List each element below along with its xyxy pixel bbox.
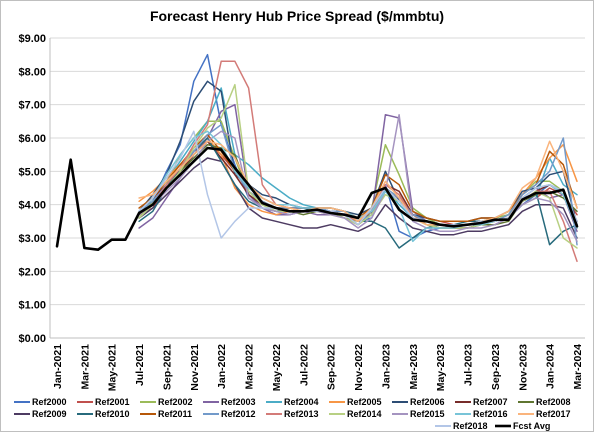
legend-label: Ref2015 — [410, 409, 445, 419]
y-tick-label: $5.00 — [18, 166, 46, 178]
x-tick-label: Mar-2021 — [79, 344, 91, 390]
x-tick-label: Mar-2024 — [572, 344, 584, 390]
x-tick-label: Mar-2022 — [244, 344, 256, 390]
legend-label: Ref2011 — [158, 409, 192, 419]
series-line-ref2009 — [138, 157, 578, 239]
legend-label: Ref2006 — [410, 397, 445, 407]
y-axis-tick-labels: $0.00 $1.00 $2.00 $3.00 $4.00 $5.00 $6.00 $7.00… — [18, 33, 46, 345]
x-axis-tick-labels: Jan-2021 Mar-2021 May-2021 Jul-2021 Sep-2021… — [52, 344, 584, 391]
axes — [49, 38, 585, 339]
x-tick-label: Mar-2023 — [408, 344, 420, 390]
legend-label: Ref2007 — [473, 397, 508, 407]
x-tick-label: Sep-2023 — [490, 344, 502, 390]
x-tick-label: Nov-2023 — [517, 344, 529, 391]
x-tick-label: Jan-2024 — [545, 344, 557, 389]
x-tick-label: Nov-2022 — [353, 344, 365, 391]
y-tick-label: $9.00 — [18, 33, 46, 45]
x-tick-label: Sep-2022 — [326, 344, 338, 390]
series-line-fcst-avg — [55, 146, 579, 251]
x-tick-label: Jan-2021 — [52, 344, 64, 389]
series-line-ref2006 — [138, 80, 578, 226]
y-tick-label: $2.00 — [18, 266, 46, 278]
legend-label: Ref2016 — [473, 409, 508, 419]
legend-label: Ref2003 — [221, 397, 256, 407]
y-tick-label: $3.00 — [18, 233, 46, 245]
legend-label: Ref2000 — [32, 397, 67, 407]
legend-label: Ref2004 — [284, 397, 319, 407]
legend-label: Ref2009 — [32, 409, 67, 419]
x-tick-label: Nov-2021 — [189, 344, 201, 391]
y-tick-label: $7.00 — [18, 100, 46, 112]
legend-label: Ref2012 — [221, 409, 256, 419]
legend-label: Fcst Avg — [513, 421, 550, 431]
legend-label: Ref2002 — [158, 397, 193, 407]
y-tick-label: $6.00 — [18, 133, 46, 145]
x-tick-label: Jan-2023 — [380, 344, 392, 389]
x-tick-label: Jul-2021 — [134, 344, 146, 386]
x-tick-label: May-2021 — [107, 344, 119, 391]
legend-label: Ref2001 — [95, 397, 130, 407]
legend-label: Ref2017 — [536, 409, 571, 419]
x-tick-label: Jul-2023 — [463, 344, 475, 386]
x-tick-label: Jul-2022 — [298, 344, 310, 386]
x-tick-label: Jan-2022 — [216, 344, 228, 389]
legend-label: Ref2005 — [347, 397, 382, 407]
x-tick-label: Sep-2021 — [161, 344, 173, 390]
legend-label: Ref2018 — [453, 421, 488, 431]
y-tick-label: $0.00 — [18, 333, 46, 345]
y-tick-label: $8.00 — [18, 66, 46, 78]
legend-label: Ref2010 — [95, 409, 130, 419]
legend-label: Ref2008 — [536, 397, 571, 407]
x-tick-label: May-2022 — [271, 344, 283, 391]
legend-label: Ref2013 — [284, 409, 319, 419]
chart-title: Forecast Henry Hub Price Spread ($/mmbtu… — [149, 8, 445, 24]
series-lines — [55, 53, 579, 263]
series-line-ref2017 — [138, 140, 578, 226]
series-line-ref2014 — [138, 83, 578, 249]
y-tick-label: $1.00 — [18, 300, 46, 312]
gridlines — [50, 37, 585, 339]
legend: Ref2000 Ref2001 Ref2002 Ref2003 Ref2004 Ref20… — [14, 397, 571, 431]
legend-label: Ref2014 — [347, 409, 382, 419]
y-tick-label: $4.00 — [18, 200, 46, 212]
x-tick-label: May-2023 — [435, 344, 447, 391]
